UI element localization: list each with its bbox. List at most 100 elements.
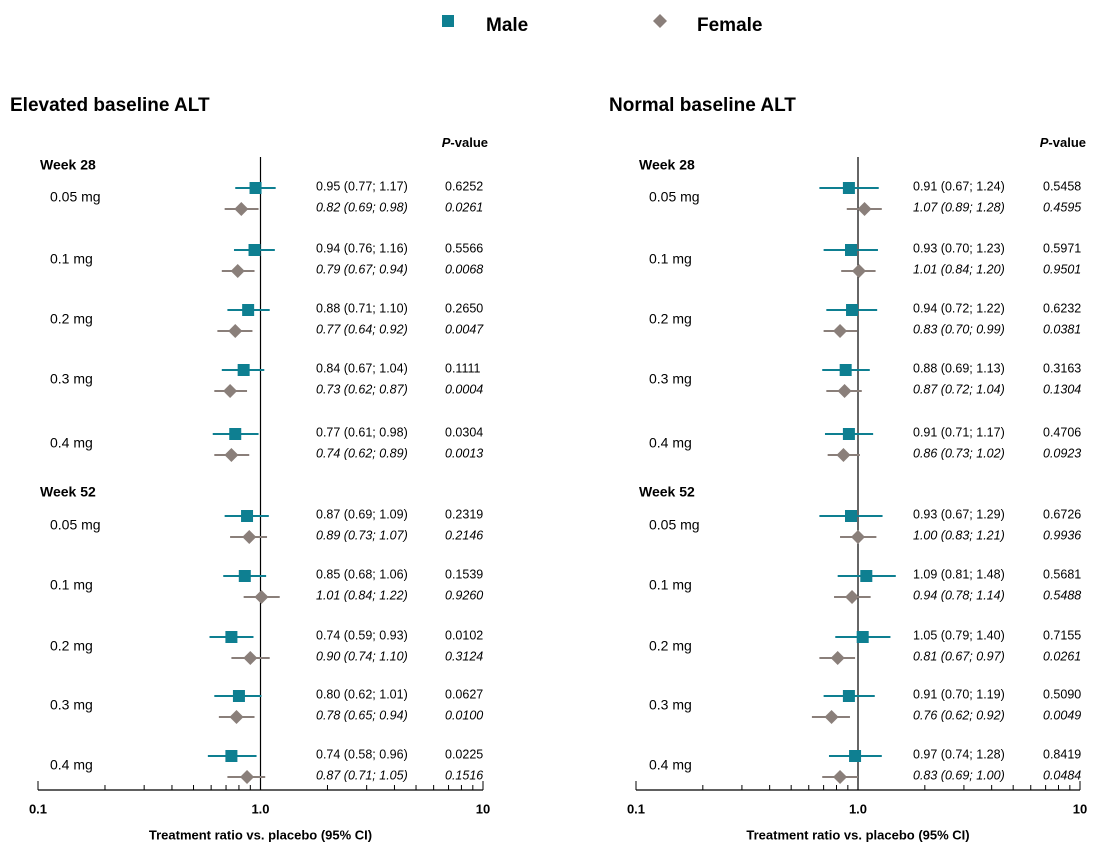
female-pvalue: 0.9936 [1043, 528, 1081, 542]
male-point [249, 182, 262, 194]
male-pvalue: 0.6252 [445, 179, 483, 193]
male-point [842, 428, 855, 440]
forest-row: 0.05 mg 0.87 (0.69; 1.09) 0.2319 0.89 (0.73… [50, 507, 483, 544]
forest-row: 0.2 mg 1.05 (0.79; 1.40) 0.7155 0.81 (0.67;… [649, 628, 1081, 665]
forest-row: 0.1 mg 0.93 (0.70; 1.23) 0.5971 1.01 (0.84;… [649, 241, 1081, 278]
x-axis-label: Treatment ratio vs. placebo (95% CI) [149, 827, 372, 842]
female-point [228, 324, 243, 338]
male-point [241, 510, 254, 522]
male-point [225, 631, 238, 643]
male-pvalue: 0.6726 [1043, 507, 1081, 521]
male-pvalue: 0.6232 [1043, 301, 1081, 315]
female-point [857, 202, 872, 216]
male-pvalue: 0.0102 [445, 628, 483, 642]
dose-label: 0.05 mg [50, 517, 101, 533]
pvalue-header-italic: P [1040, 135, 1049, 150]
panel-title: Elevated baseline ALT [10, 95, 210, 116]
group-label: Week 28 [40, 157, 96, 173]
dose-label: 0.3 mg [649, 697, 692, 713]
male-estimate-text: 0.85 (0.68; 1.06) [316, 567, 408, 581]
forest-row: 0.2 mg 0.94 (0.72; 1.22) 0.6232 0.83 (0.70;… [649, 301, 1081, 338]
dose-label: 0.05 mg [50, 189, 101, 205]
dose-label: 0.2 mg [649, 638, 692, 654]
dose-label: 0.2 mg [50, 638, 93, 654]
female-pvalue: 0.0923 [1043, 446, 1081, 460]
female-estimate-text: 0.83 (0.70; 0.99) [913, 322, 1005, 336]
male-point [842, 182, 855, 194]
female-pvalue: 0.1516 [445, 768, 483, 782]
male-point [248, 244, 261, 256]
dose-label: 0.1 mg [649, 577, 692, 593]
male-estimate-text: 0.93 (0.67; 1.29) [913, 507, 1005, 521]
female-estimate-text: 0.87 (0.71; 1.05) [316, 768, 408, 782]
male-point [225, 750, 238, 762]
pvalue-header: P-value [1040, 135, 1086, 150]
female-pvalue: 0.2146 [445, 528, 483, 542]
female-estimate-text: 0.73 (0.62; 0.87) [316, 382, 408, 396]
male-point [856, 631, 869, 643]
male-pvalue: 0.0304 [445, 425, 483, 439]
female-estimate-text: 1.01 (0.84; 1.22) [316, 588, 408, 602]
dose-label: 0.3 mg [50, 371, 93, 387]
dose-label: 0.2 mg [50, 311, 93, 327]
male-point [845, 244, 858, 256]
x-tick-label: 0.1 [29, 801, 47, 816]
female-estimate-text: 0.89 (0.73; 1.07) [316, 528, 408, 542]
forest-row: 0.2 mg 0.88 (0.71; 1.10) 0.2650 0.77 (0.64;… [50, 301, 484, 338]
male-pvalue: 0.5971 [1043, 241, 1081, 255]
panel-title: Normal baseline ALT [609, 95, 796, 116]
female-point [824, 710, 839, 724]
forest-row: 0.4 mg 0.91 (0.71; 1.17) 0.4706 0.86 (0.73;… [649, 425, 1081, 462]
female-point [230, 264, 245, 278]
female-pvalue: 0.0004 [445, 382, 483, 396]
female-estimate-text: 0.90 (0.74; 1.10) [316, 649, 408, 663]
male-pvalue: 0.0225 [445, 747, 483, 761]
forest-panel-2: Normal baseline ALT P-value 0.1 1.0 10 Treatm… [609, 95, 1087, 842]
female-pvalue: 0.3124 [445, 649, 483, 663]
male-estimate-text: 0.94 (0.72; 1.22) [913, 301, 1005, 315]
female-point [833, 324, 848, 338]
female-estimate-text: 0.74 (0.62; 0.89) [316, 446, 408, 460]
male-point [242, 304, 255, 316]
male-point [839, 364, 852, 376]
male-estimate-text: 0.80 (0.62; 1.01) [316, 687, 408, 701]
male-pvalue: 0.5681 [1043, 567, 1081, 581]
group-label: Week 52 [639, 484, 695, 500]
male-estimate-text: 0.77 (0.61; 0.98) [316, 425, 408, 439]
legend-marker-male [442, 15, 454, 27]
forest-row: 0.1 mg 1.09 (0.81; 1.48) 0.5681 0.94 (0.78;… [649, 567, 1081, 604]
female-estimate-text: 0.83 (0.69; 1.00) [913, 768, 1005, 782]
forest-row: 0.05 mg 0.93 (0.67; 1.29) 0.6726 1.00 (0.83… [649, 507, 1081, 544]
female-estimate-text: 0.79 (0.67; 0.94) [316, 262, 408, 276]
legend-label-male: Male [486, 15, 528, 36]
male-pvalue: 0.4706 [1043, 425, 1081, 439]
x-axis-label: Treatment ratio vs. placebo (95% CI) [746, 827, 969, 842]
male-pvalue: 0.7155 [1043, 628, 1081, 642]
female-pvalue: 0.0047 [445, 322, 484, 336]
x-tick-label: 1.0 [251, 801, 269, 816]
male-pvalue: 0.1539 [445, 567, 483, 581]
forest-row: 0.1 mg 0.94 (0.76; 1.16) 0.5566 0.79 (0.67;… [50, 241, 483, 278]
female-point [243, 651, 258, 665]
male-estimate-text: 0.84 (0.67; 1.04) [316, 361, 408, 375]
male-pvalue: 0.1111 [445, 361, 480, 375]
male-pvalue: 0.0627 [445, 687, 483, 701]
forest-row: 0.4 mg 0.74 (0.58; 0.96) 0.0225 0.87 (0.71;… [50, 747, 483, 784]
legend-marker-female [653, 14, 667, 28]
male-estimate-text: 0.74 (0.58; 0.96) [316, 747, 408, 761]
group-label: Week 52 [40, 484, 96, 500]
female-pvalue: 0.0013 [445, 446, 483, 460]
forest-row: 0.3 mg 0.88 (0.69; 1.13) 0.3163 0.87 (0.72;… [649, 361, 1081, 398]
female-estimate-text: 0.86 (0.73; 1.02) [913, 446, 1005, 460]
female-point [254, 590, 269, 604]
male-estimate-text: 0.74 (0.59; 0.93) [316, 628, 408, 642]
x-tick-label: 10 [476, 801, 490, 816]
female-pvalue: 0.5488 [1043, 588, 1081, 602]
x-tick-label: 10 [1073, 801, 1087, 816]
pvalue-header-italic: P [442, 135, 451, 150]
male-estimate-text: 0.88 (0.69; 1.13) [913, 361, 1005, 375]
female-estimate-text: 1.00 (0.83; 1.21) [913, 528, 1005, 542]
female-point [223, 384, 238, 398]
dose-label: 0.4 mg [649, 757, 692, 773]
